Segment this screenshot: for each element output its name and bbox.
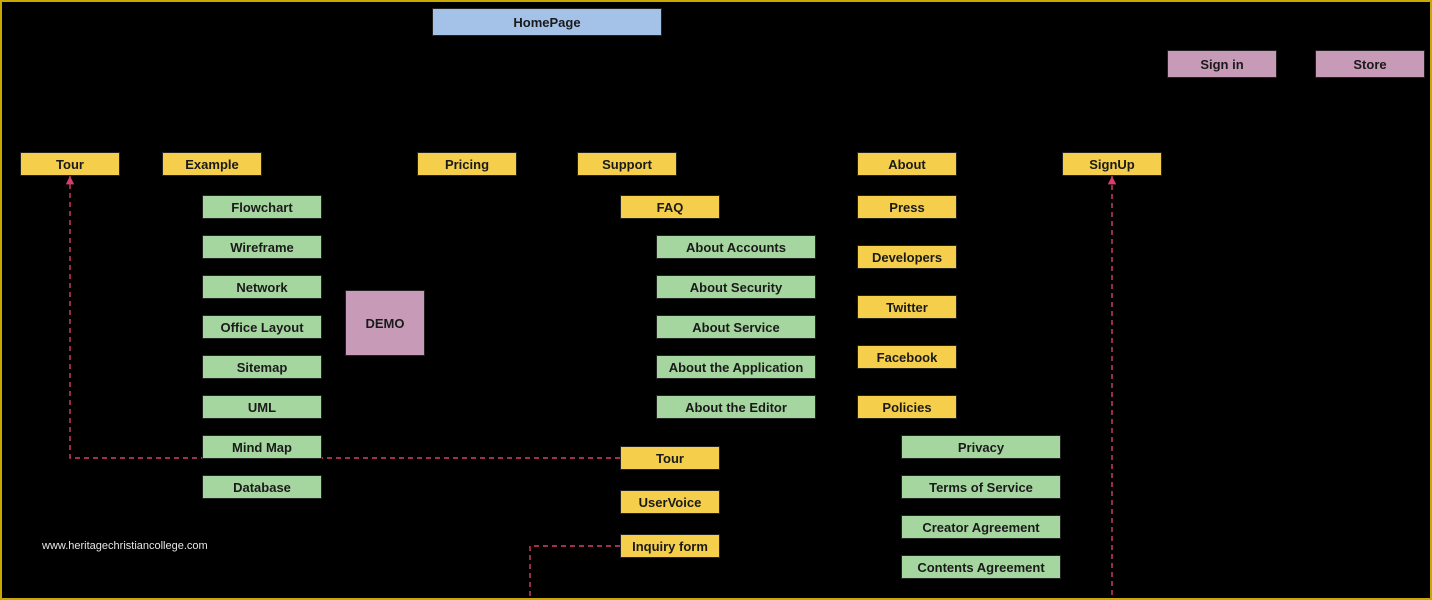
- node-ex_uml: UML: [202, 395, 322, 419]
- node-label: Inquiry form: [632, 539, 708, 554]
- node-pol_con: Contents Agreement: [901, 555, 1061, 579]
- node-label: About Service: [692, 320, 779, 335]
- node-label: Terms of Service: [929, 480, 1033, 495]
- node-ex_off: Office Layout: [202, 315, 322, 339]
- node-store: Store: [1315, 50, 1425, 78]
- node-label: Network: [236, 280, 287, 295]
- node-faq: FAQ: [620, 195, 720, 219]
- node-support: Support: [577, 152, 677, 176]
- node-label: Twitter: [886, 300, 928, 315]
- node-label: SignUp: [1089, 157, 1135, 172]
- node-label: Sign in: [1200, 57, 1243, 72]
- node-ex_site: Sitemap: [202, 355, 322, 379]
- node-home: HomePage: [432, 8, 662, 36]
- node-faq_acc: About Accounts: [656, 235, 816, 259]
- node-faq_ed: About the Editor: [656, 395, 816, 419]
- node-pol_priv: Privacy: [901, 435, 1061, 459]
- node-label: About Security: [690, 280, 782, 295]
- node-label: Creator Agreement: [922, 520, 1039, 535]
- node-label: About the Editor: [685, 400, 787, 415]
- node-pol_tos: Terms of Service: [901, 475, 1061, 499]
- node-label: Pricing: [445, 157, 489, 172]
- node-ab_tw: Twitter: [857, 295, 957, 319]
- node-label: Tour: [56, 157, 84, 172]
- node-label: Wireframe: [230, 240, 293, 255]
- node-signup: SignUp: [1062, 152, 1162, 176]
- node-label: FAQ: [657, 200, 684, 215]
- node-ab_press: Press: [857, 195, 957, 219]
- node-label: DEMO: [366, 316, 405, 331]
- node-sup_uv: UserVoice: [620, 490, 720, 514]
- node-faq_svc: About Service: [656, 315, 816, 339]
- node-label: Mind Map: [232, 440, 292, 455]
- node-label: Privacy: [958, 440, 1004, 455]
- node-label: Contents Agreement: [917, 560, 1044, 575]
- node-ex_net: Network: [202, 275, 322, 299]
- node-ex_db: Database: [202, 475, 322, 499]
- node-ex_wire: Wireframe: [202, 235, 322, 259]
- node-label: Press: [889, 200, 924, 215]
- node-label: UserVoice: [639, 495, 702, 510]
- node-demo: DEMO: [345, 290, 425, 356]
- node-about: About: [857, 152, 957, 176]
- node-label: Office Layout: [220, 320, 303, 335]
- node-ab_dev: Developers: [857, 245, 957, 269]
- node-label: Support: [602, 157, 652, 172]
- node-label: Store: [1353, 57, 1386, 72]
- node-ab_pol: Policies: [857, 395, 957, 419]
- node-faq_app: About the Application: [656, 355, 816, 379]
- node-label: About Accounts: [686, 240, 786, 255]
- node-pol_ca: Creator Agreement: [901, 515, 1061, 539]
- node-label: Policies: [882, 400, 931, 415]
- node-example: Example: [162, 152, 262, 176]
- node-sup_inq: Inquiry form: [620, 534, 720, 558]
- node-tour: Tour: [20, 152, 120, 176]
- node-pricing: Pricing: [417, 152, 517, 176]
- node-label: HomePage: [513, 15, 580, 30]
- watermark: www.heritagechristiancollege.com: [42, 540, 208, 552]
- node-ex_flow: Flowchart: [202, 195, 322, 219]
- node-label: Database: [233, 480, 291, 495]
- node-label: Developers: [872, 250, 942, 265]
- node-ex_mind: Mind Map: [202, 435, 322, 459]
- node-label: Sitemap: [237, 360, 288, 375]
- node-faq_sec: About Security: [656, 275, 816, 299]
- node-label: About the Application: [669, 360, 804, 375]
- node-sup_tour: Tour: [620, 446, 720, 470]
- node-signin: Sign in: [1167, 50, 1277, 78]
- node-label: Example: [185, 157, 238, 172]
- node-label: Tour: [656, 451, 684, 466]
- node-label: Flowchart: [231, 200, 292, 215]
- node-label: Facebook: [877, 350, 938, 365]
- node-ab_fb: Facebook: [857, 345, 957, 369]
- node-label: About: [888, 157, 926, 172]
- node-label: UML: [248, 400, 276, 415]
- sitemap-diagram: www.heritagechristiancollege.com HomePag…: [0, 0, 1432, 600]
